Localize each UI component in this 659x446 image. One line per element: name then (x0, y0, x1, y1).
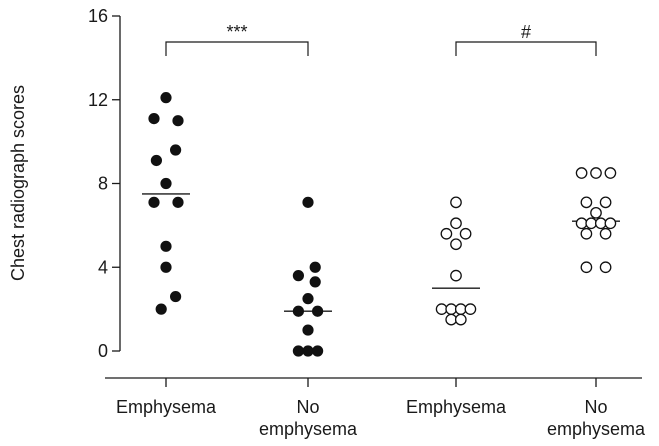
open-data-point (604, 167, 617, 179)
open-data-point (604, 217, 617, 230)
open-data-point (459, 227, 472, 240)
y-tick-label: 16 (88, 6, 108, 26)
axes (105, 16, 642, 387)
x-category-label: Emphysema (116, 397, 217, 417)
y-tick-label: 12 (88, 90, 108, 110)
open-data-point (464, 303, 477, 315)
y-tick-label: 8 (98, 174, 108, 194)
filled-data-point (311, 345, 324, 357)
filled-data-point (170, 144, 182, 156)
x-category-label: No (584, 397, 607, 417)
open-data-point (580, 196, 593, 209)
y-tick-label: 0 (98, 341, 108, 361)
filled-data-point (148, 112, 160, 125)
filled-data-point (172, 196, 184, 208)
open-data-point (575, 167, 588, 179)
open-data-point (599, 261, 612, 274)
open-data-point (580, 261, 593, 274)
open-data-point (450, 269, 462, 282)
y-axis-title: Chest radiograph scores (8, 85, 28, 281)
open-data-point (454, 313, 467, 326)
open-data-point (454, 303, 467, 315)
x-category-label: No (296, 397, 319, 417)
filled-data-point (150, 154, 162, 167)
open-data-point (585, 217, 598, 230)
filled-data-point (292, 345, 304, 357)
x-category-label: emphysema (259, 419, 358, 439)
significance-label: # (521, 22, 531, 42)
filled-data-point (292, 270, 304, 282)
filled-data-point (302, 324, 314, 336)
open-data-point (599, 227, 612, 240)
significance-bracket (455, 41, 597, 56)
x-category-label: emphysema (547, 419, 646, 439)
open-data-point (440, 227, 453, 240)
open-data-point (594, 217, 607, 230)
filled-data-point (302, 293, 314, 305)
filled-data-point (311, 305, 324, 317)
y-tick-label: 4 (98, 257, 108, 277)
filled-data-point (170, 290, 182, 303)
filled-data-point (160, 92, 172, 104)
median-lines (142, 193, 620, 312)
filled-data-point (302, 196, 314, 208)
filled-data-point (292, 305, 304, 317)
filled-data-point (155, 303, 167, 315)
open-data-point (599, 196, 612, 209)
y-ticks: 0 4 8 12 16 (88, 6, 120, 361)
open-data-point (580, 227, 593, 240)
open-data-point (590, 167, 602, 179)
x-category-label: Emphysema (406, 397, 507, 417)
filled-data-point (302, 345, 314, 357)
filled-data-point (148, 196, 160, 208)
open-data-point (435, 303, 448, 315)
filled-data-point (309, 276, 321, 288)
data-points (148, 92, 617, 357)
open-data-point (450, 238, 462, 251)
open-data-point (445, 303, 458, 315)
significance-label: *** (226, 22, 247, 42)
significance-bracket (165, 41, 309, 56)
filled-data-point (160, 240, 172, 252)
open-data-point (445, 313, 458, 326)
filled-data-point (160, 177, 172, 190)
filled-data-point (160, 261, 172, 273)
open-data-point (450, 217, 462, 230)
filled-data-point (172, 115, 184, 127)
open-data-point (450, 196, 462, 209)
open-data-point (575, 217, 588, 230)
significance-brackets: *** # (165, 22, 597, 56)
filled-data-point (309, 261, 321, 273)
open-data-point (590, 206, 602, 219)
